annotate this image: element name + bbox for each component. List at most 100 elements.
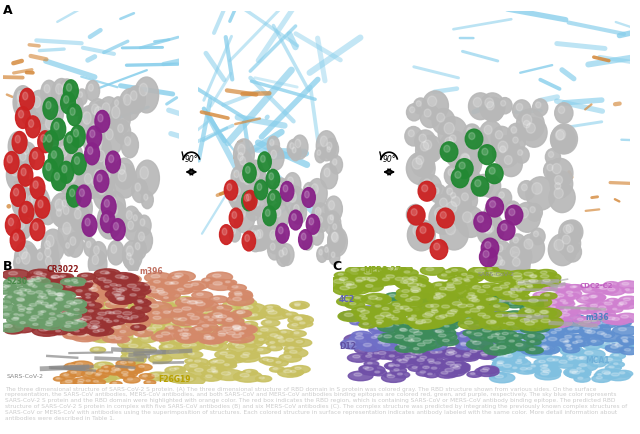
Circle shape xyxy=(467,318,483,324)
Circle shape xyxy=(399,353,424,362)
Circle shape xyxy=(489,353,511,362)
Circle shape xyxy=(138,215,151,236)
Circle shape xyxy=(242,322,257,327)
Circle shape xyxy=(216,316,223,318)
FancyArrowPatch shape xyxy=(154,39,169,42)
Circle shape xyxy=(42,229,64,263)
Circle shape xyxy=(586,288,591,290)
Circle shape xyxy=(492,326,499,329)
Circle shape xyxy=(556,129,566,140)
Circle shape xyxy=(119,306,136,312)
Circle shape xyxy=(406,320,415,324)
Circle shape xyxy=(117,283,135,290)
Circle shape xyxy=(236,345,244,348)
Circle shape xyxy=(25,289,31,291)
Circle shape xyxy=(523,333,544,341)
Circle shape xyxy=(385,364,399,369)
Circle shape xyxy=(344,334,371,345)
Circle shape xyxy=(538,335,543,338)
Circle shape xyxy=(500,320,525,330)
Circle shape xyxy=(97,171,104,182)
Circle shape xyxy=(31,294,40,297)
Circle shape xyxy=(431,282,451,289)
Circle shape xyxy=(604,316,611,319)
Circle shape xyxy=(213,332,236,340)
Circle shape xyxy=(14,313,18,315)
Circle shape xyxy=(226,323,244,330)
Circle shape xyxy=(17,298,24,301)
Circle shape xyxy=(268,306,273,308)
Circle shape xyxy=(147,328,156,331)
Circle shape xyxy=(357,317,363,319)
Circle shape xyxy=(531,275,536,277)
FancyArrowPatch shape xyxy=(15,181,31,182)
Circle shape xyxy=(260,181,264,188)
Circle shape xyxy=(204,309,212,312)
Circle shape xyxy=(392,311,421,322)
Circle shape xyxy=(269,173,273,180)
Circle shape xyxy=(88,99,108,129)
Circle shape xyxy=(126,210,132,220)
Circle shape xyxy=(526,317,532,320)
Circle shape xyxy=(474,212,492,232)
Circle shape xyxy=(202,278,216,283)
Circle shape xyxy=(423,340,431,343)
Circle shape xyxy=(328,215,333,224)
Circle shape xyxy=(488,207,493,214)
Circle shape xyxy=(447,188,452,195)
Circle shape xyxy=(495,314,504,317)
Circle shape xyxy=(478,317,486,320)
Circle shape xyxy=(33,223,38,230)
Circle shape xyxy=(431,304,439,307)
Circle shape xyxy=(593,362,598,364)
Circle shape xyxy=(125,367,141,374)
Circle shape xyxy=(125,321,148,329)
Circle shape xyxy=(554,324,574,332)
Circle shape xyxy=(59,318,65,320)
Circle shape xyxy=(487,268,492,270)
Circle shape xyxy=(60,202,76,226)
Circle shape xyxy=(556,130,564,140)
Circle shape xyxy=(67,135,72,143)
Circle shape xyxy=(607,317,615,320)
Circle shape xyxy=(524,273,548,282)
Circle shape xyxy=(271,203,289,230)
Circle shape xyxy=(276,361,281,363)
Circle shape xyxy=(70,89,81,105)
Circle shape xyxy=(125,289,145,296)
Circle shape xyxy=(400,329,408,332)
Circle shape xyxy=(415,311,447,323)
Circle shape xyxy=(159,292,168,295)
Circle shape xyxy=(11,296,35,305)
Circle shape xyxy=(530,303,536,305)
Circle shape xyxy=(93,327,114,335)
Circle shape xyxy=(499,192,504,198)
Circle shape xyxy=(157,288,164,291)
Circle shape xyxy=(494,351,518,360)
Circle shape xyxy=(91,296,113,304)
Circle shape xyxy=(540,310,548,314)
Circle shape xyxy=(465,279,470,282)
FancyArrowPatch shape xyxy=(3,77,23,78)
Circle shape xyxy=(513,237,518,243)
Circle shape xyxy=(218,331,227,334)
Circle shape xyxy=(461,278,478,285)
Circle shape xyxy=(527,286,533,288)
Circle shape xyxy=(175,377,181,379)
Circle shape xyxy=(67,278,86,285)
Circle shape xyxy=(232,343,239,345)
Circle shape xyxy=(138,314,144,317)
Circle shape xyxy=(395,327,418,336)
Circle shape xyxy=(431,314,446,319)
Circle shape xyxy=(468,317,493,327)
Circle shape xyxy=(558,326,565,328)
Circle shape xyxy=(468,294,484,301)
Circle shape xyxy=(63,332,82,339)
Circle shape xyxy=(376,339,394,346)
Circle shape xyxy=(281,331,286,333)
Circle shape xyxy=(486,102,494,110)
Circle shape xyxy=(520,320,524,322)
Circle shape xyxy=(96,311,104,314)
Circle shape xyxy=(52,275,60,278)
Circle shape xyxy=(582,316,603,324)
